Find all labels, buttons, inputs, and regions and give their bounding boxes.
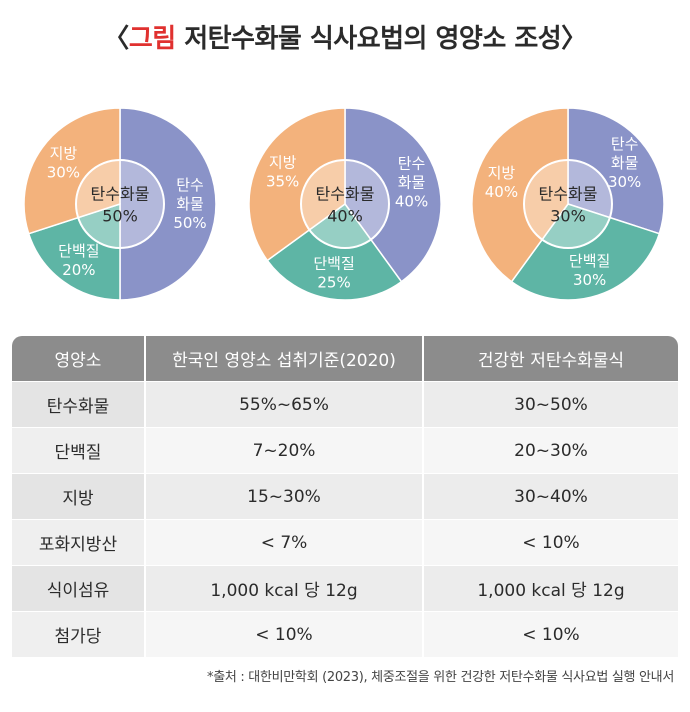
slice-label-지방: 지방: [50, 144, 78, 162]
pie-chart-2: 탄수 화물 40% 단백질 25% 지방 35% 탄수화물 40%: [245, 104, 445, 304]
title-open-bracket: 〈: [103, 24, 129, 54]
pie-center-circle: [300, 159, 390, 249]
center-label: 탄수화물: [91, 185, 150, 204]
row-label: 식이섬유: [12, 565, 146, 611]
cell-korean-standard: 7~20%: [146, 427, 424, 473]
pie-slice-지방: [248, 107, 346, 262]
row-label: 포화지방산: [12, 519, 146, 565]
slice-label-단백질: 단백질: [313, 255, 354, 273]
pie-slice-지방: [23, 107, 121, 235]
slice-label-단백질: 단백질: [569, 252, 610, 270]
cell-low-carb: 30~50%: [424, 381, 678, 427]
cell-low-carb: < 10%: [424, 519, 678, 565]
slice-label-단백질: 단백질: [58, 242, 99, 260]
figure-title: 〈그림 저탄수화물 식사요법의 영양소 조성〉: [0, 18, 690, 55]
cell-low-carb: < 10%: [424, 611, 678, 657]
slice-label-탄수화물: 50%: [173, 214, 206, 232]
cell-korean-standard: < 10%: [146, 611, 424, 657]
pie-slice-탄수화물: [344, 107, 442, 283]
pie-center-circle: [523, 159, 613, 249]
slice-label-지방: 35%: [266, 173, 299, 191]
pie-slice-탄수화물: [119, 107, 217, 301]
center-label: 40%: [327, 207, 363, 226]
center-label: 30%: [550, 207, 586, 226]
header-korean-standard: 한국인 영양소 섭취기준(2020): [146, 336, 424, 381]
slice-label-탄수화물: 화물: [398, 173, 426, 191]
header-nutrient: 영양소: [12, 336, 146, 381]
pie-chart-3: 탄수 화물 30% 단백질 30% 지방 40% 탄수화물 30%: [468, 104, 668, 304]
slice-label-지방: 30%: [47, 163, 80, 181]
slice-label-탄수화물: 화물: [611, 154, 639, 172]
title-close-bracket: 〉: [561, 24, 587, 54]
slice-label-지방: 지방: [488, 164, 516, 182]
slice-label-탄수화물: 탄수: [176, 176, 204, 194]
slice-label-단백질: 30%: [573, 271, 606, 289]
cell-korean-standard: 55%~65%: [146, 381, 424, 427]
cell-korean-standard: < 7%: [146, 519, 424, 565]
pie-chart-1: 탄수 화물 50% 단백질 20% 지방 30% 탄수화물 50%: [20, 104, 220, 304]
table-row: 지방 15~30% 30~40%: [12, 473, 678, 519]
pie-slice-단백질: [27, 202, 121, 301]
pie-slice-단백질: [510, 203, 661, 301]
title-accent: 그림: [128, 24, 176, 54]
slice-label-탄수화물: 30%: [608, 173, 641, 191]
center-label: 탄수화물: [316, 185, 375, 204]
cell-korean-standard: 1,000 kcal 당 12g: [146, 565, 424, 611]
center-label: 50%: [102, 207, 138, 226]
slice-label-지방: 지방: [269, 154, 297, 172]
cell-korean-standard: 15~30%: [146, 473, 424, 519]
row-label: 탄수화물: [12, 381, 146, 427]
header-low-carb: 건강한 저탄수화물식: [424, 336, 678, 381]
slice-label-탄수화물: 탄수: [398, 154, 426, 172]
table-row: 단백질 7~20% 20~30%: [12, 427, 678, 473]
slice-label-탄수화물: 탄수: [611, 135, 639, 153]
slice-label-지방: 40%: [485, 183, 518, 201]
slice-label-단백질: 25%: [317, 274, 350, 292]
cell-low-carb: 1,000 kcal 당 12g: [424, 565, 678, 611]
table-row: 포화지방산 < 7% < 10%: [12, 519, 678, 565]
center-label: 탄수화물: [539, 185, 598, 204]
cell-low-carb: 30~40%: [424, 473, 678, 519]
table-row: 식이섬유 1,000 kcal 당 12g 1,000 kcal 당 12g: [12, 565, 678, 611]
pie-center-circle: [75, 159, 165, 249]
table-row: 첨가당 < 10% < 10%: [12, 611, 678, 657]
table-row: 탄수화물 55%~65% 30~50%: [12, 381, 678, 427]
pie-charts: 탄수 화물 50% 단백질 20% 지방 30% 탄수화물 50% 탄수 화물 40% 단백질 25% 지…: [0, 104, 690, 304]
pie-slice-단백질: [266, 202, 403, 301]
row-label: 지방: [12, 473, 146, 519]
slice-label-단백질: 20%: [62, 261, 95, 279]
cell-low-carb: 20~30%: [424, 427, 678, 473]
title-main: 저탄수화물 식사요법의 영양소 조성: [175, 24, 562, 54]
pie-slice-지방: [471, 107, 569, 283]
source-note: *출처 : 대한비만학회 (2023), 체중조절을 위한 건강한 저탄수화물 …: [207, 670, 674, 685]
row-label: 첨가당: [12, 611, 146, 657]
nutrient-table: 영양소 한국인 영양소 섭취기준(2020) 건강한 저탄수화물식 탄수화물 5…: [12, 336, 678, 657]
row-label: 단백질: [12, 427, 146, 473]
pie-slice-탄수화물: [567, 107, 665, 235]
slice-label-탄수화물: 40%: [395, 192, 428, 210]
table-header-row: 영양소 한국인 영양소 섭취기준(2020) 건강한 저탄수화물식: [12, 336, 678, 381]
slice-label-탄수화물: 화물: [176, 195, 204, 213]
